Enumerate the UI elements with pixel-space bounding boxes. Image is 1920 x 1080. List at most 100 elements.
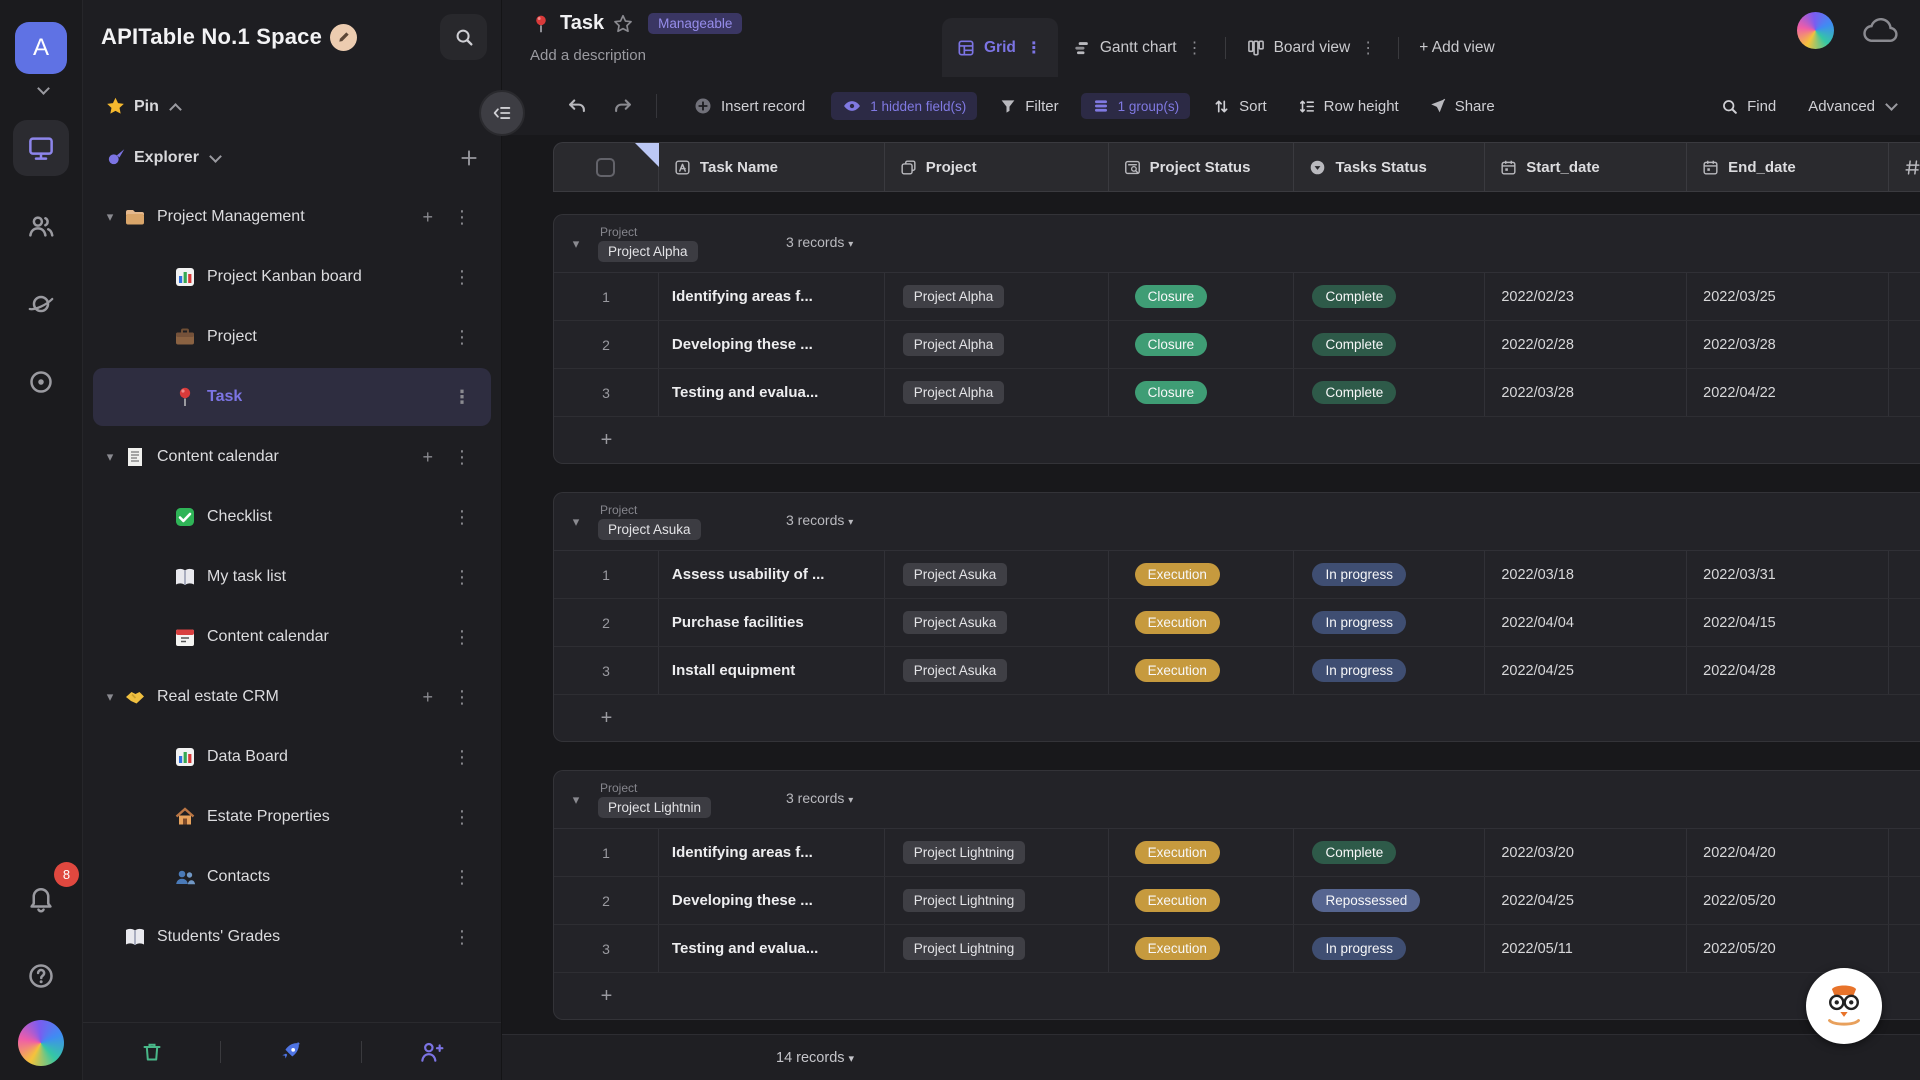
sidebar-item-project-management[interactable]: ▾ Project Management + ⋮ <box>93 188 491 246</box>
insert-record-button[interactable]: Insert record <box>681 89 817 123</box>
add-record-row[interactable]: + <box>600 706 613 729</box>
cell-project-status[interactable]: Closure <box>1109 321 1295 368</box>
item-menu-icon[interactable]: ⋮ <box>453 266 471 287</box>
cell-tasks-status[interactable]: In progress <box>1294 599 1486 646</box>
add-in-folder-icon[interactable]: + <box>422 686 433 707</box>
collapse-sidebar-button[interactable] <box>479 90 525 136</box>
cell-end-date[interactable]: 2022/03/28 <box>1687 321 1890 368</box>
cell-tasks-status[interactable]: In progress <box>1294 551 1486 598</box>
tab-menu-icon[interactable]: ⋮ <box>1360 39 1377 57</box>
hidden-fields-button[interactable]: 1 hidden field(s) <box>831 92 978 120</box>
item-menu-icon[interactable]: ⋮ <box>453 926 471 947</box>
column-header-number[interactable] <box>1889 143 1920 191</box>
cell-start-date[interactable]: 2022/02/23 <box>1485 273 1688 320</box>
invite-member-icon[interactable] <box>418 1039 444 1065</box>
group-header[interactable]: ▾ Project Project Lightnin 3 records ▾ <box>554 771 1920 829</box>
cell-task-name[interactable]: Identifying areas f... <box>659 273 885 320</box>
item-menu-icon[interactable]: ⋮ <box>453 446 471 467</box>
undo-button[interactable] <box>554 88 600 124</box>
cell-tasks-status[interactable]: Complete <box>1294 369 1486 416</box>
add-record-row[interactable]: + <box>600 984 613 1007</box>
cell-start-date[interactable]: 2022/02/28 <box>1485 321 1688 368</box>
group-record-count[interactable]: 3 records ▾ <box>786 512 854 528</box>
row-number[interactable]: 1 <box>554 829 659 876</box>
table-row[interactable]: 3 Testing and evalua... Project Lightnin… <box>554 925 1920 973</box>
mascot-logo[interactable] <box>1806 968 1882 1044</box>
collapse-group-icon[interactable]: ▾ <box>572 235 580 251</box>
group-button[interactable]: 1 group(s) <box>1080 93 1191 119</box>
expand-triangle-icon[interactable]: ▾ <box>106 209 114 224</box>
column-header-start-date[interactable]: Start_date <box>1485 143 1688 191</box>
cloud-icon[interactable] <box>1860 14 1904 48</box>
cell-end-date[interactable]: 2022/03/25 <box>1687 273 1890 320</box>
collaborator-avatar[interactable] <box>1797 12 1834 49</box>
column-header-task-name[interactable]: Task Name <box>659 143 885 191</box>
item-menu-icon[interactable]: ⋮ <box>453 806 471 827</box>
item-menu-icon[interactable]: ⋮ <box>453 206 471 227</box>
rocket-icon[interactable] <box>278 1039 304 1065</box>
workbench-button[interactable] <box>13 120 69 176</box>
cell-project-status[interactable]: Execution <box>1109 829 1295 876</box>
cell-project[interactable]: Project Asuka <box>885 647 1109 694</box>
cell-project[interactable]: Project Lightning <box>885 877 1109 924</box>
cell-project-status[interactable]: Execution <box>1109 599 1295 646</box>
group-header[interactable]: ▾ Project Project Alpha 3 records ▾ <box>554 215 1920 273</box>
row-number[interactable]: 3 <box>554 925 659 972</box>
contacts-button[interactable] <box>13 198 69 254</box>
add-in-folder-icon[interactable]: + <box>422 446 433 467</box>
cell-start-date[interactable]: 2022/03/28 <box>1485 369 1688 416</box>
tab-grid[interactable]: Grid ⋮ <box>942 18 1058 77</box>
item-menu-icon[interactable]: ⋮ <box>453 686 471 707</box>
cell-end-date[interactable]: 2022/04/28 <box>1687 647 1890 694</box>
sidebar-item-contacts[interactable]: Contacts ⋮ <box>93 848 491 906</box>
cell-end-date[interactable]: 2022/04/20 <box>1687 829 1890 876</box>
cell-tasks-status[interactable]: Complete <box>1294 321 1486 368</box>
sidebar-item-content-calendar[interactable]: ▾ Content calendar + ⋮ <box>93 428 491 486</box>
cell-project-status[interactable]: Closure <box>1109 273 1295 320</box>
sidebar-item-project[interactable]: Project ⋮ <box>93 308 491 366</box>
tab-menu-icon[interactable]: ⋮ <box>1025 39 1042 57</box>
cell-start-date[interactable]: 2022/04/25 <box>1485 877 1688 924</box>
table-row[interactable]: 2 Developing these ... Project Lightning… <box>554 877 1920 925</box>
item-menu-icon[interactable]: ⋮ <box>453 866 471 887</box>
item-menu-icon[interactable]: ⋮ <box>453 326 471 347</box>
cell-task-name[interactable]: Install equipment <box>659 647 885 694</box>
sidebar-item-task[interactable]: Task ⋮ <box>93 368 491 426</box>
sidebar-item-content-calendar[interactable]: Content calendar ⋮ <box>93 608 491 666</box>
sidebar-item-checklist[interactable]: Checklist ⋮ <box>93 488 491 546</box>
redo-button[interactable] <box>600 88 646 124</box>
cell-task-name[interactable]: Identifying areas f... <box>659 829 885 876</box>
expand-triangle-icon[interactable]: ▾ <box>106 449 114 464</box>
cell-tasks-status[interactable]: In progress <box>1294 925 1486 972</box>
cell-task-name[interactable]: Testing and evalua... <box>659 369 885 416</box>
cell-project[interactable]: Project Lightning <box>885 925 1109 972</box>
advanced-button[interactable]: Advanced <box>1796 91 1908 122</box>
item-menu-icon[interactable]: ⋮ <box>453 746 471 767</box>
tab-board[interactable]: Board view ⋮ <box>1232 18 1393 77</box>
select-all-checkbox[interactable] <box>554 143 659 191</box>
cell-task-name[interactable]: Testing and evalua... <box>659 925 885 972</box>
column-header-end-date[interactable]: End_date <box>1687 143 1890 191</box>
edit-space-icon[interactable] <box>330 23 358 51</box>
cell-start-date[interactable]: 2022/04/25 <box>1485 647 1688 694</box>
space-switcher-chevron-icon[interactable] <box>35 80 50 98</box>
trash-icon[interactable] <box>140 1040 164 1064</box>
table-row[interactable]: 1 Identifying areas f... Project Alpha C… <box>554 273 1920 321</box>
cell-project[interactable]: Project Alpha <box>885 369 1109 416</box>
cell-project[interactable]: Project Asuka <box>885 551 1109 598</box>
cell-project[interactable]: Project Alpha <box>885 321 1109 368</box>
cell-project[interactable]: Project Alpha <box>885 273 1109 320</box>
row-number[interactable]: 2 <box>554 321 659 368</box>
filter-button[interactable]: Filter <box>987 90 1070 122</box>
cell-end-date[interactable]: 2022/04/22 <box>1687 369 1890 416</box>
cell-end-date[interactable]: 2022/05/20 <box>1687 877 1890 924</box>
cell-project[interactable]: Project Lightning <box>885 829 1109 876</box>
column-header-tasks-status[interactable]: Tasks Status <box>1294 143 1486 191</box>
cell-project[interactable]: Project Asuka <box>885 599 1109 646</box>
cell-project-status[interactable]: Closure <box>1109 369 1295 416</box>
cell-start-date[interactable]: 2022/04/04 <box>1485 599 1688 646</box>
column-header-project[interactable]: Project <box>885 143 1109 191</box>
description-placeholder[interactable]: Add a description <box>530 47 646 64</box>
row-number[interactable]: 3 <box>554 369 659 416</box>
cell-tasks-status[interactable]: In progress <box>1294 647 1486 694</box>
